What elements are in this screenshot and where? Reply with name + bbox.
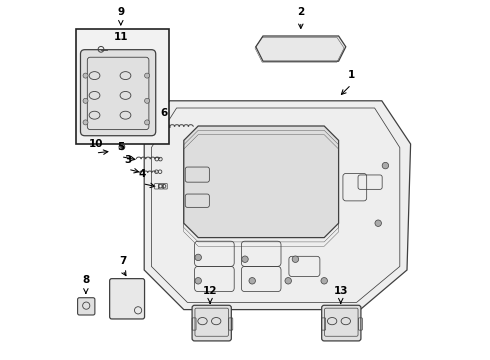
Polygon shape bbox=[184, 126, 339, 238]
FancyBboxPatch shape bbox=[110, 279, 145, 319]
Circle shape bbox=[145, 98, 149, 103]
Text: 6: 6 bbox=[160, 108, 168, 118]
Text: 5: 5 bbox=[117, 142, 124, 152]
Text: 8: 8 bbox=[82, 275, 90, 285]
FancyBboxPatch shape bbox=[321, 305, 361, 341]
Text: 4: 4 bbox=[139, 169, 146, 179]
Text: 7: 7 bbox=[119, 256, 126, 266]
FancyBboxPatch shape bbox=[192, 305, 231, 341]
Text: 11: 11 bbox=[114, 32, 128, 42]
Circle shape bbox=[249, 278, 255, 284]
Circle shape bbox=[145, 120, 149, 125]
Polygon shape bbox=[256, 36, 346, 61]
Circle shape bbox=[375, 220, 381, 226]
Circle shape bbox=[321, 278, 327, 284]
Text: 12: 12 bbox=[203, 286, 218, 296]
Circle shape bbox=[195, 278, 201, 284]
Text: 13: 13 bbox=[334, 286, 348, 296]
Text: 2: 2 bbox=[297, 7, 304, 17]
Circle shape bbox=[83, 120, 88, 125]
FancyBboxPatch shape bbox=[76, 29, 170, 144]
Circle shape bbox=[292, 256, 298, 262]
Circle shape bbox=[382, 162, 389, 169]
Circle shape bbox=[242, 256, 248, 262]
Circle shape bbox=[121, 145, 123, 148]
Text: 3: 3 bbox=[124, 155, 132, 165]
Polygon shape bbox=[144, 101, 411, 310]
Circle shape bbox=[195, 254, 201, 261]
Circle shape bbox=[285, 278, 292, 284]
Text: 10: 10 bbox=[88, 139, 103, 149]
FancyBboxPatch shape bbox=[80, 50, 156, 136]
Circle shape bbox=[145, 73, 149, 78]
Text: 1: 1 bbox=[347, 70, 355, 80]
Circle shape bbox=[83, 73, 88, 78]
Circle shape bbox=[83, 98, 88, 103]
FancyBboxPatch shape bbox=[77, 298, 95, 315]
Text: 9: 9 bbox=[117, 7, 124, 17]
